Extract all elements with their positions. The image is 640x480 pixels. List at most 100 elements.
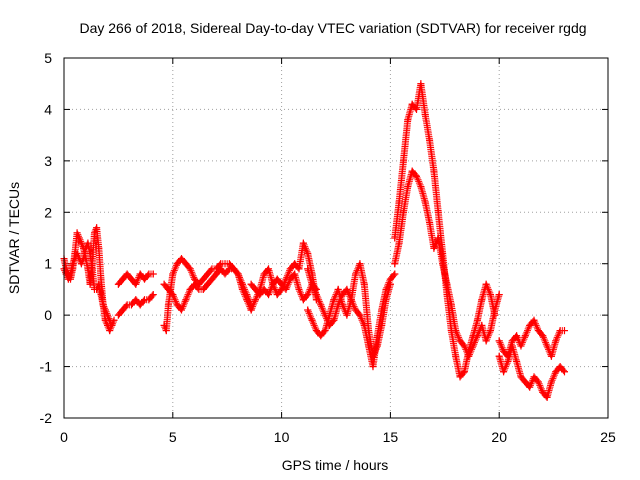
data-point [399, 157, 407, 165]
data-point [317, 301, 325, 309]
data-point [500, 368, 508, 376]
data-point [149, 270, 157, 278]
data-point [178, 306, 186, 314]
data-point [162, 327, 170, 335]
data-point [504, 352, 512, 360]
data-point [360, 321, 368, 329]
y-tick-label: -2 [40, 410, 53, 426]
data-point [465, 352, 473, 360]
y-axis-label: SDTVAR / TECUs [6, 182, 22, 294]
data-point [282, 285, 290, 293]
data-point [269, 280, 277, 288]
data-point [256, 291, 264, 299]
data-point [97, 275, 105, 283]
data-point [521, 332, 529, 340]
data-point [67, 270, 75, 278]
data-point [160, 321, 168, 329]
data-point [95, 280, 103, 288]
data-point [73, 229, 81, 237]
data-point [106, 327, 114, 335]
data-point [82, 244, 90, 252]
data-point [486, 327, 494, 335]
x-tick-label: 15 [383, 429, 399, 445]
data-point [421, 111, 429, 119]
data-point [204, 280, 212, 288]
data-point [452, 352, 460, 360]
data-point [234, 270, 242, 278]
y-tick-label: 0 [44, 307, 52, 323]
data-point [404, 116, 412, 124]
data-point [86, 249, 94, 257]
data-point [469, 342, 477, 350]
y-tick-label: 4 [44, 101, 52, 117]
data-point [560, 368, 568, 376]
data-point [308, 316, 316, 324]
data-point [243, 291, 251, 299]
data-point [408, 167, 416, 175]
data-point [404, 183, 412, 191]
data-point [352, 306, 360, 314]
data-point [330, 296, 338, 304]
data-point [317, 332, 325, 340]
data-point [421, 198, 429, 206]
data-point [199, 275, 207, 283]
data-point [123, 270, 131, 278]
data-point [204, 270, 212, 278]
data-point [417, 183, 425, 191]
data-point [291, 260, 299, 268]
data-point [495, 352, 503, 360]
data-point [136, 301, 144, 309]
data-point [304, 265, 312, 273]
data-point [360, 280, 368, 288]
data-point [473, 332, 481, 340]
data-point [500, 347, 508, 355]
data-point [513, 332, 521, 340]
data-point [101, 306, 109, 314]
y-tick-labels: -2 -1 0 1 2 3 4 5 [40, 50, 53, 426]
data-point [473, 316, 481, 324]
data-point [534, 378, 542, 386]
data-point [495, 337, 503, 345]
data-point [164, 301, 172, 309]
data-point [88, 265, 96, 273]
data-point [221, 270, 229, 278]
data-point [413, 172, 421, 180]
data-point [119, 306, 127, 314]
data-point [247, 306, 255, 314]
data-point [260, 270, 268, 278]
data-point [552, 337, 560, 345]
data-point [132, 296, 140, 304]
data-point [365, 342, 373, 350]
x-tick-label: 25 [600, 429, 616, 445]
data-point [191, 280, 199, 288]
data-point [114, 280, 122, 288]
data-point [552, 368, 560, 376]
data-point [556, 363, 564, 371]
data-point [399, 208, 407, 216]
data-point [539, 388, 547, 396]
data-point [447, 301, 455, 309]
data-point [299, 239, 307, 247]
data-point [456, 337, 464, 345]
data-point [119, 275, 127, 283]
data-point [286, 265, 294, 273]
x-tick-label: 10 [274, 429, 290, 445]
data-point [108, 321, 116, 329]
data-point [212, 270, 220, 278]
series-track-n [495, 316, 568, 360]
data-point [482, 280, 490, 288]
data-point [460, 368, 468, 376]
data-point [482, 337, 490, 345]
data-point [343, 311, 351, 319]
plot-frame [63, 57, 609, 419]
data-point [217, 265, 225, 273]
data-point [460, 342, 468, 350]
data-point [339, 291, 347, 299]
data-point [434, 234, 442, 242]
data-point [93, 285, 101, 293]
data-point [452, 327, 460, 335]
data-point [80, 255, 88, 263]
data-point [539, 332, 547, 340]
series-track-c [114, 270, 157, 288]
